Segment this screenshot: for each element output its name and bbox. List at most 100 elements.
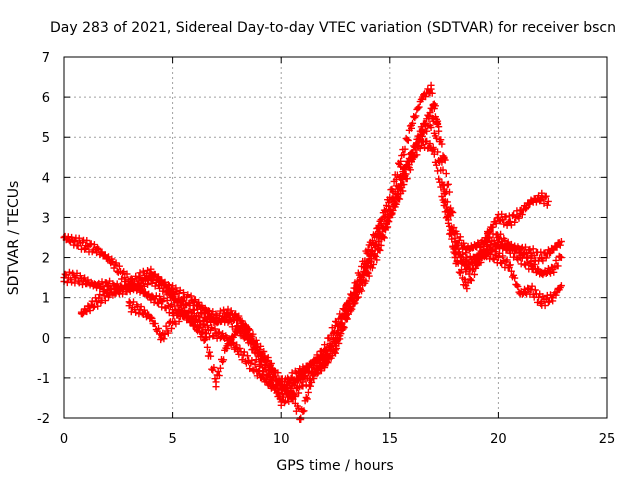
data-point xyxy=(190,322,198,330)
data-point xyxy=(332,342,339,350)
data-point xyxy=(544,197,552,205)
data-point xyxy=(201,314,209,322)
data-point xyxy=(158,334,166,342)
data-point xyxy=(332,322,339,330)
data-point xyxy=(538,270,546,278)
data-layer xyxy=(60,81,565,423)
data-point xyxy=(516,290,524,298)
y-tick-label: -1 xyxy=(37,372,50,387)
data-point xyxy=(440,153,448,161)
data-point xyxy=(418,125,426,133)
data-point xyxy=(125,302,133,310)
data-point xyxy=(473,242,481,250)
data-point xyxy=(505,246,513,254)
data-point xyxy=(125,282,133,290)
data-point xyxy=(557,254,565,262)
x-tick-label: 15 xyxy=(382,432,399,447)
data-point xyxy=(288,374,296,382)
data-point xyxy=(484,229,492,237)
data-point xyxy=(473,254,481,262)
data-point xyxy=(103,290,111,298)
data-point xyxy=(549,246,557,254)
y-axis-title: SDTVAR / TECUs xyxy=(6,181,22,296)
data-point xyxy=(408,153,416,161)
y-tick-label: 5 xyxy=(42,131,50,146)
data-point xyxy=(288,390,296,398)
data-point xyxy=(321,354,329,362)
data-point xyxy=(212,330,220,338)
data-point xyxy=(549,266,557,274)
data-point xyxy=(418,93,426,101)
chart-title: Day 283 of 2021, Sidereal Day-to-day VTE… xyxy=(50,20,616,36)
x-tick-label: 5 xyxy=(168,432,176,447)
data-point xyxy=(266,374,274,382)
data-point xyxy=(364,246,372,254)
data-point xyxy=(169,286,177,294)
data-point xyxy=(342,314,350,322)
data-point xyxy=(408,121,416,129)
data-point xyxy=(549,294,557,302)
data-point xyxy=(277,382,285,390)
data-point xyxy=(201,334,209,342)
data-point xyxy=(93,282,101,290)
y-tick-label: 4 xyxy=(42,171,50,186)
data-point xyxy=(429,117,437,125)
data-point xyxy=(158,298,166,306)
data-point xyxy=(169,306,177,314)
data-point xyxy=(418,137,426,145)
data-point xyxy=(375,229,383,237)
y-tick-label: -2 xyxy=(37,412,50,427)
data-point xyxy=(462,246,470,254)
data-point xyxy=(527,250,535,258)
data-point xyxy=(427,85,435,93)
data-point xyxy=(277,398,285,406)
data-point xyxy=(255,346,263,354)
data-point xyxy=(255,370,263,378)
data-point xyxy=(212,314,220,322)
data-point xyxy=(223,342,231,350)
data-point xyxy=(201,306,209,314)
data-point xyxy=(288,382,296,390)
y-tick-label: 7 xyxy=(42,51,50,66)
data-point xyxy=(77,310,85,318)
data-point xyxy=(71,274,79,282)
data-point xyxy=(516,254,524,262)
data-point xyxy=(169,318,177,326)
data-point xyxy=(234,346,242,354)
data-point xyxy=(179,294,187,302)
data-point xyxy=(484,250,492,258)
data-point xyxy=(147,314,155,322)
data-point xyxy=(557,238,565,246)
y-tick-label: 0 xyxy=(42,332,50,347)
data-point xyxy=(266,362,274,370)
data-point xyxy=(397,157,405,165)
data-point xyxy=(538,298,546,306)
data-point xyxy=(245,334,253,342)
data-point xyxy=(147,294,155,302)
x-tick-label: 25 xyxy=(599,432,616,447)
data-point xyxy=(451,250,459,258)
data-point xyxy=(516,209,524,217)
data-point xyxy=(440,201,448,209)
data-point xyxy=(505,217,513,225)
data-point xyxy=(527,286,535,294)
tick-layer: 0 5 10 15 20 25 -2 -1 0 1 2 3 4 5 6 7 xyxy=(37,51,615,447)
data-point xyxy=(364,270,372,278)
data-point xyxy=(121,274,129,282)
data-point xyxy=(136,306,144,314)
data-point xyxy=(212,378,220,386)
data-point xyxy=(82,242,90,250)
data-point xyxy=(310,370,318,378)
data-point xyxy=(353,294,361,302)
plot-frame xyxy=(63,56,608,419)
data-point xyxy=(234,326,242,334)
series-track-d xyxy=(125,132,565,423)
y-tick-label: 6 xyxy=(42,91,50,106)
data-point xyxy=(147,270,155,278)
data-point xyxy=(190,310,198,318)
data-point xyxy=(234,314,242,322)
data-point xyxy=(245,358,253,366)
data-point xyxy=(71,238,79,246)
